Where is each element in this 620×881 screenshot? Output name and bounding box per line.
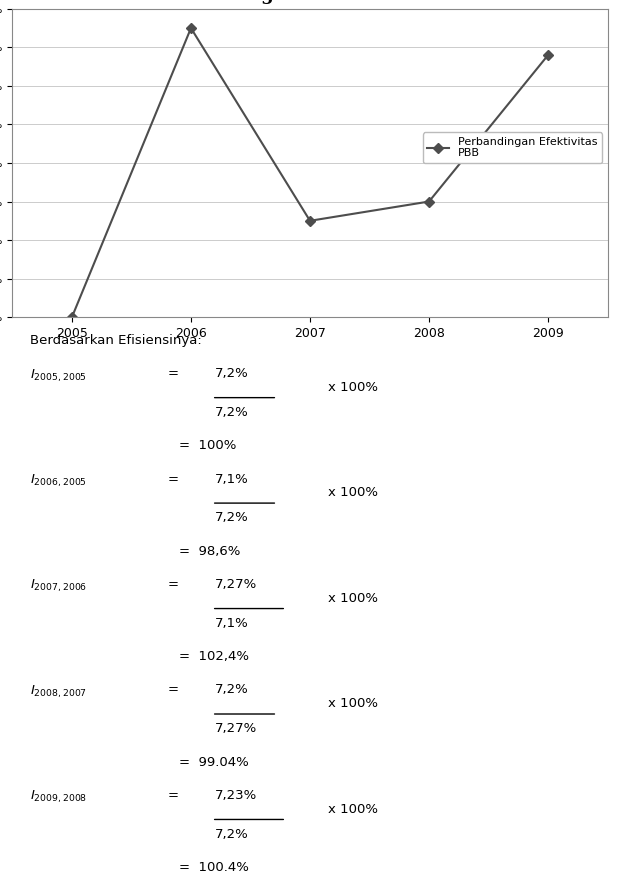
Text: 7,27%: 7,27% [215,722,257,736]
Text: 7,2%: 7,2% [215,406,249,419]
Text: =  102,4%: = 102,4% [179,650,249,663]
Text: x 100%: x 100% [328,486,378,500]
Text: 7,2%: 7,2% [215,684,249,697]
Text: 7,2%: 7,2% [215,367,249,380]
Text: $I_{2005, 2005}$: $I_{2005, 2005}$ [30,367,87,383]
Text: =: = [167,684,178,697]
Text: =  100%: = 100% [179,440,236,452]
Text: =  98,6%: = 98,6% [179,544,241,558]
Text: x 100%: x 100% [328,803,378,816]
Text: $I_{2008, 2007}$: $I_{2008, 2007}$ [30,684,87,700]
Text: 7,1%: 7,1% [215,617,249,630]
Text: 7,1%: 7,1% [215,472,249,485]
Text: x 100%: x 100% [328,381,378,394]
Title: Perbandingan Efektivitas PBB: Perbandingan Efektivitas PBB [157,0,463,4]
Text: =: = [167,472,178,485]
Text: $I_{2007, 2006}$: $I_{2007, 2006}$ [30,578,87,595]
Text: =: = [167,578,178,591]
Text: =: = [167,367,178,380]
Text: 7,27%: 7,27% [215,578,257,591]
Text: x 100%: x 100% [328,592,378,605]
Text: =: = [167,788,178,802]
Text: $I_{2006, 2005}$: $I_{2006, 2005}$ [30,472,87,489]
Text: =  100.4%: = 100.4% [179,861,249,874]
Text: x 100%: x 100% [328,698,378,710]
Text: $I_{2009, 2008}$: $I_{2009, 2008}$ [30,788,87,805]
Legend: Perbandingan Efektivitas
PBB: Perbandingan Efektivitas PBB [423,132,602,163]
Text: Berdasarkan Efisiensinya:: Berdasarkan Efisiensinya: [30,334,202,347]
Text: 7,2%: 7,2% [215,828,249,840]
Text: 7,23%: 7,23% [215,788,257,802]
Text: =  99.04%: = 99.04% [179,756,249,768]
Text: 7,2%: 7,2% [215,511,249,524]
